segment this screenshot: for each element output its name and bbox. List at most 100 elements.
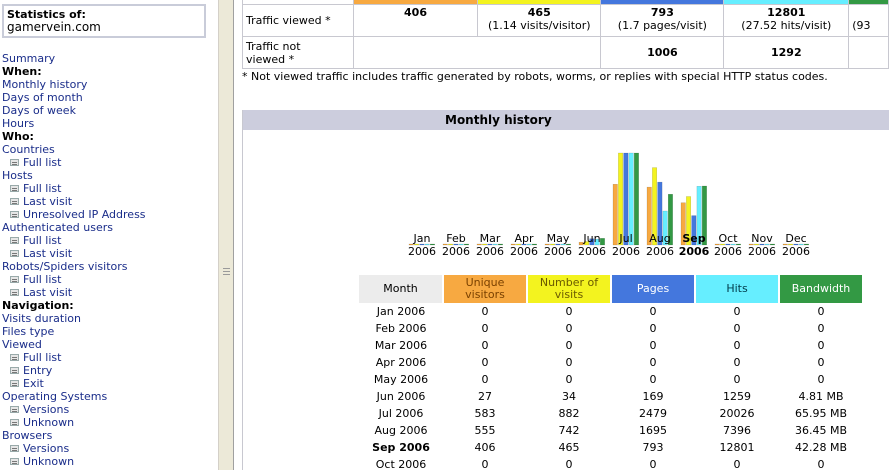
menu-subitem-last-visit[interactable]: Last visit: [2, 247, 216, 260]
cell-pages: 0: [649, 339, 657, 352]
menu-item-countries[interactable]: Countries: [2, 143, 216, 156]
chart-month-label: Jun 2006: [575, 232, 609, 258]
chart-month-year: 2006: [578, 245, 606, 258]
chart-month-year: 2006: [544, 245, 572, 258]
cell-month: Apr 2006: [375, 356, 427, 369]
menu-label: Unknown: [23, 455, 75, 468]
menu-subitem-unresolved-ip-address[interactable]: Unresolved IP Address: [2, 208, 216, 221]
bar-hits-nov-2006: [764, 243, 770, 246]
menu-item-viewed[interactable]: Viewed: [2, 338, 216, 351]
bar-unique-visitors-oct-2006: [714, 243, 720, 246]
menu-subitem-exit[interactable]: Exit: [2, 377, 216, 390]
chart-month-name: Jun: [583, 232, 601, 245]
list-icon: [10, 198, 19, 205]
table-row: Jul 2006 583 882 2479 20026 65.95 MB: [359, 405, 863, 422]
table-row: Jun 2006 27 34 169 1259 4.81 MB: [359, 388, 863, 405]
col-bandwidth: Bandwidth: [779, 275, 864, 303]
chart-month-year: 2006: [442, 245, 470, 258]
menu-item-days-of-week[interactable]: Days of week: [2, 104, 216, 117]
menu-subitem-full-list[interactable]: Full list: [2, 273, 216, 286]
cell-unique: 0: [481, 356, 489, 369]
bar-hits-may-2006: [560, 243, 566, 246]
menu-item-browsers[interactable]: Browsers: [2, 429, 216, 442]
menu-item-summary[interactable]: Summary: [2, 52, 216, 65]
menu-item-operating-systems[interactable]: Operating Systems: [2, 390, 216, 403]
cell-month: Jun 2006: [376, 390, 426, 403]
menu-subitem-last-visit[interactable]: Last visit: [2, 195, 216, 208]
menu-label: Countries: [2, 143, 55, 156]
list-icon: [10, 211, 19, 218]
menu-subitem-unknown[interactable]: Unknown: [2, 416, 216, 429]
table-row: May 2006 0 0 0 0 0: [359, 371, 863, 388]
menu-item-authenticated-users[interactable]: Authenticated users: [2, 221, 216, 234]
bar-bandwidth-mar-2006: [497, 243, 503, 246]
menu-item-files-type[interactable]: Files type: [2, 325, 216, 338]
bar-unique-visitors-feb-2006: [442, 243, 448, 246]
monthly-history-chart: [408, 152, 809, 246]
cell-pages: 1695: [639, 424, 667, 437]
menu-item-hours[interactable]: Hours: [2, 117, 216, 130]
chart-month-label: Mar 2006: [473, 232, 507, 258]
chart-month-year: 2006: [646, 245, 674, 258]
col-unique-1: Unique: [465, 276, 505, 289]
cell-unique: 0: [481, 458, 489, 470]
menu-subitem-versions[interactable]: Versions: [2, 442, 216, 455]
menu-item-monthly-history[interactable]: Monthly history: [2, 78, 216, 91]
cell-month: Mar 2006: [374, 339, 428, 352]
monthly-table-body: Jan 2006 0 0 0 0 0 Feb 2006 0 0 0 0 0 Mar 2006 0 0 0 0 0 A…: [359, 303, 863, 470]
viewed-hits-cell: 12801 (27.52 hits/visit): [723, 4, 850, 37]
bar-hits-sep-2006: [696, 186, 702, 246]
chart-month-name: Sep: [682, 232, 706, 245]
menu-subitem-versions[interactable]: Versions: [2, 403, 216, 416]
chart-month-labels: Jan 2006 Feb 2006 Mar 2006 Apr 2006 May 2006 Jun 20…: [405, 232, 825, 260]
bar-number-of-visits-dec-2006: [788, 243, 793, 246]
bar-bandwidth-jan-2006: [430, 243, 435, 246]
menu-header-who: Who:: [2, 130, 216, 143]
menu-label: Unresolved IP Address: [23, 208, 146, 221]
menu-item-visits-duration[interactable]: Visits duration: [2, 312, 216, 325]
bar-hits-mar-2006: [492, 243, 498, 246]
bar-pages-jul-2006: [623, 152, 629, 246]
bar-pages-feb-2006: [453, 243, 459, 246]
viewed-hits-sub: (27.52 hits/visit): [741, 19, 832, 32]
chart-month-name: Mar: [479, 232, 501, 245]
chart-month-name: Oct: [718, 232, 738, 245]
bar-bandwidth-feb-2006: [464, 243, 469, 246]
bar-pages-jan-2006: [419, 243, 425, 246]
col-visits-2: visits: [554, 288, 584, 301]
grip-icon[interactable]: [223, 268, 230, 277]
chart-month-name: Aug: [649, 232, 671, 245]
col-unique-visitors: Unique visitors: [443, 275, 528, 303]
col-pages: Pages: [611, 275, 696, 303]
menu-subitem-full-list[interactable]: Full list: [2, 234, 216, 247]
cell-month: Jan 2006: [376, 305, 426, 318]
menu-label: Versions: [23, 442, 70, 455]
menu: Summary When: Monthly history Days of month…: [2, 52, 216, 468]
menu-subitem-last-visit[interactable]: Last visit: [2, 286, 216, 299]
bar-hits-jun-2006: [594, 238, 600, 246]
cell-hits: 0: [733, 305, 741, 318]
cell-bandwidth: 0: [817, 373, 825, 386]
menu-label: Unknown: [23, 416, 75, 429]
menu-subitem-full-list[interactable]: Full list: [2, 351, 216, 364]
cell-pages: 2479: [639, 407, 667, 420]
cell-unique: 0: [481, 322, 489, 335]
frame-splitter[interactable]: [218, 0, 234, 470]
cell-visits: 742: [558, 424, 580, 437]
cell-unique: 583: [474, 407, 496, 420]
menu-item-robots-spiders-visitors[interactable]: Robots/Spiders visitors: [2, 260, 216, 273]
menu-subitem-entry[interactable]: Entry: [2, 364, 216, 377]
chart-month-year: 2006: [510, 245, 538, 258]
menu-label: Operating Systems: [2, 390, 108, 403]
menu-item-hosts[interactable]: Hosts: [2, 169, 216, 182]
menu-label: Last visit: [23, 195, 73, 208]
menu-subitem-unknown[interactable]: Unknown: [2, 455, 216, 468]
chart-month-name: Jan: [413, 232, 431, 245]
cell-visits: 0: [565, 373, 573, 386]
bar-unique-visitors-mar-2006: [476, 243, 482, 246]
menu-subitem-full-list[interactable]: Full list: [2, 156, 216, 169]
menu-label: Days of month: [2, 91, 83, 104]
menu-subitem-full-list[interactable]: Full list: [2, 182, 216, 195]
list-icon: [10, 354, 19, 361]
menu-item-days-of-month[interactable]: Days of month: [2, 91, 216, 104]
